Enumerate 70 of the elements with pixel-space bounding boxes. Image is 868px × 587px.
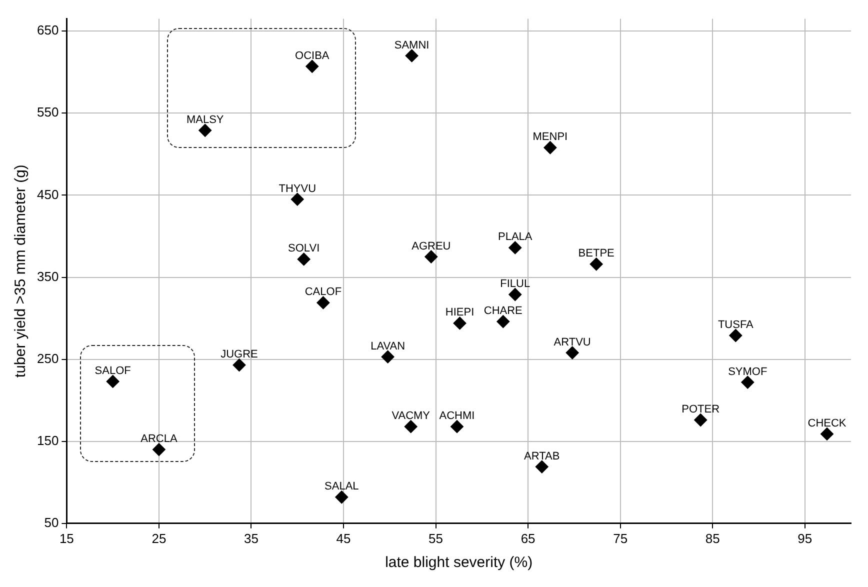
point [316, 296, 330, 310]
point [405, 49, 418, 62]
series-label: ACHMI [439, 410, 475, 422]
series-label: THYVU [278, 182, 316, 195]
x-tick-label: 65 [520, 530, 536, 546]
point [496, 315, 510, 328]
x-tick-label: 15 [59, 530, 74, 546]
series-label: ARTAB [524, 450, 560, 462]
point [306, 60, 319, 73]
x-tick-label: 55 [428, 530, 444, 546]
series-label: CHARE [484, 305, 522, 318]
series-label: PLALA [498, 231, 533, 244]
series-label: POTER [682, 404, 720, 416]
series-label: BETPE [578, 248, 614, 260]
point [453, 316, 466, 330]
series-label: JUGRE [220, 348, 258, 361]
point [820, 427, 834, 440]
y-tick-label: 550 [36, 104, 59, 120]
x-tick-label: 75 [613, 530, 628, 546]
series-label: ARCLA [140, 433, 178, 446]
series-label: SYMOF [728, 366, 768, 378]
point [232, 358, 246, 372]
point [424, 250, 438, 264]
point [741, 376, 754, 389]
point [404, 420, 418, 434]
y-tick-label: 250 [36, 350, 59, 366]
y-tick-label: 350 [36, 268, 59, 284]
series-label: ARTVU [554, 336, 591, 348]
point [152, 443, 166, 456]
series-label: CHECK [808, 418, 847, 430]
series-label: SOLVI [288, 242, 320, 255]
point [198, 124, 212, 137]
series-label: OCIBA [295, 50, 330, 62]
x-axis-title: late blight severity (%) [385, 554, 533, 572]
point [544, 141, 557, 154]
series-label: SALOF [94, 364, 132, 377]
point [508, 288, 522, 301]
series-label: LAVAN [370, 340, 406, 352]
point [508, 241, 522, 254]
series-label: TUSFA [718, 319, 754, 332]
point [566, 346, 579, 360]
series-label: SAMNI [394, 39, 430, 52]
x-tick-label: 25 [152, 530, 166, 546]
series-label: MALSY [186, 114, 224, 126]
point [106, 374, 120, 388]
x-tick-label: 35 [244, 530, 258, 546]
y-axis-title: tuber yield >35 mm diameter (g) [12, 164, 30, 378]
series-label: SALAL [324, 480, 359, 493]
x-tick-label: 85 [705, 530, 720, 546]
point [590, 258, 603, 271]
series-label: CALOF [304, 286, 342, 298]
series-label: FILUL [500, 278, 530, 290]
series-label: VACMY [392, 410, 431, 422]
y-tick-label: 450 [36, 186, 59, 202]
point [535, 460, 548, 474]
series-label: MENPI [532, 131, 568, 144]
point [290, 192, 304, 206]
point [729, 329, 742, 342]
point [694, 414, 708, 427]
y-tick-label: 150 [36, 432, 59, 448]
x-tick-label: 95 [798, 530, 812, 546]
y-tick-label: 650 [36, 22, 59, 38]
point [381, 350, 394, 364]
point [450, 420, 464, 434]
series-label: AGREU [412, 240, 451, 252]
point [335, 490, 348, 504]
x-tick-label: 45 [336, 530, 351, 546]
y-tick-label: 50 [44, 514, 59, 530]
point [297, 252, 310, 266]
series-label: HIEPI [445, 306, 474, 319]
